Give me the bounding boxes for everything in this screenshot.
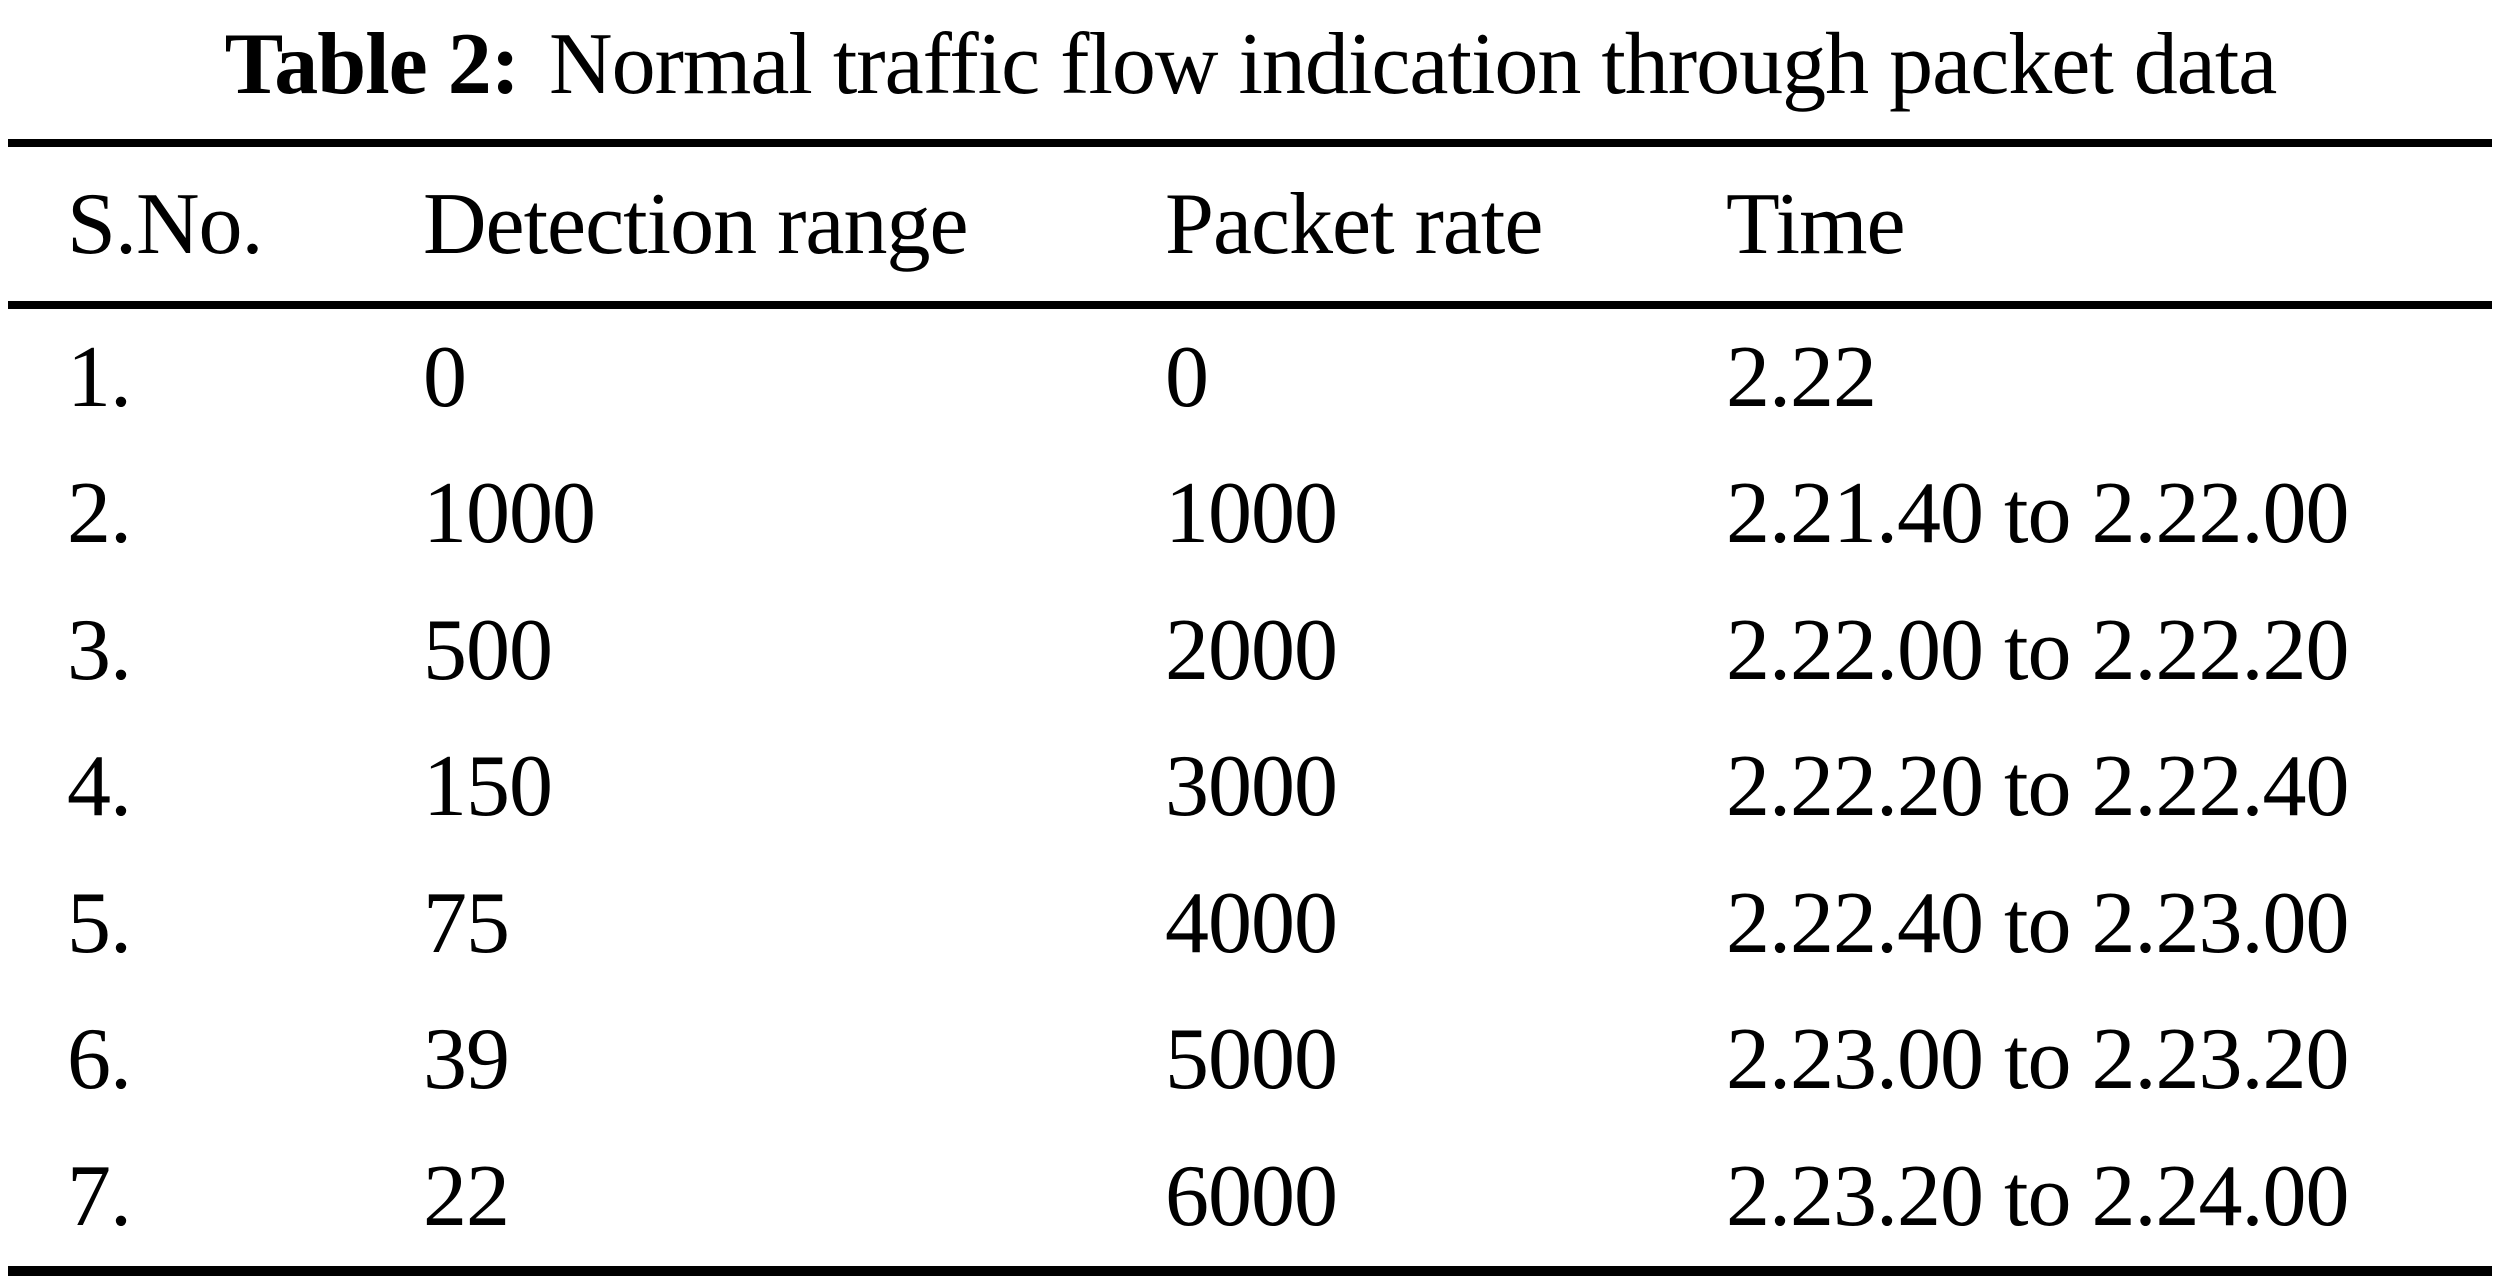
cell-packet-rate: 4000 (1165, 874, 1338, 972)
cell-packet-rate: 6000 (1165, 1147, 1338, 1245)
table-header-rule (8, 301, 2492, 309)
cell-packet-rate: 3000 (1165, 738, 1338, 836)
cell-time: 2.22.40 to 2.23.00 (1726, 874, 2349, 972)
cell-sno: 7. (67, 1147, 132, 1245)
table-row: 7. 22 6000 2.23.20 to 2.24.00 (0, 1128, 2501, 1265)
table-row: 3. 500 2000 2.22.00 to 2.22.20 (0, 582, 2501, 719)
header-detection-range: Detection range (423, 175, 969, 273)
header-time: Time (1726, 175, 1906, 273)
table-row: 4. 150 3000 2.22.20 to 2.22.40 (0, 719, 2501, 856)
cell-sno: 6. (67, 1011, 132, 1109)
header-packet-rate: Packet rate (1165, 175, 1543, 273)
cell-sno: 3. (67, 601, 132, 699)
cell-packet-rate: 1000 (1165, 465, 1338, 563)
table-bottom-rule (8, 1266, 2492, 1276)
cell-detection-range: 0 (423, 328, 467, 426)
cell-time: 2.23.00 to 2.23.20 (1726, 1011, 2349, 1109)
table-header-row: S.No. Detection range Packet rate Time (0, 147, 2501, 301)
table-row: 2. 1000 1000 2.21.40 to 2.22.00 (0, 446, 2501, 583)
cell-detection-range: 500 (423, 601, 553, 699)
cell-detection-range: 75 (423, 874, 510, 972)
cell-time: 2.22.00 to 2.22.20 (1726, 601, 2349, 699)
cell-sno: 2. (67, 465, 132, 563)
cell-detection-range: 1000 (423, 465, 596, 563)
table-top-rule (8, 139, 2492, 147)
table-body: 1. 0 0 2.22 2. 1000 1000 2.21.40 to 2.22… (0, 309, 2501, 1265)
table-row: 1. 0 0 2.22 (0, 309, 2501, 446)
table-row: 5. 75 4000 2.22.40 to 2.23.00 (0, 855, 2501, 992)
table-caption-text: Normal traffic flow indication through p… (549, 16, 2277, 113)
cell-packet-rate: 0 (1165, 328, 1209, 426)
cell-time: 2.23.20 to 2.24.00 (1726, 1147, 2349, 1245)
cell-time: 2.21.40 to 2.22.00 (1726, 465, 2349, 563)
table-row: 6. 39 5000 2.23.00 to 2.23.20 (0, 992, 2501, 1129)
cell-detection-range: 150 (423, 738, 553, 836)
cell-detection-range: 22 (423, 1147, 510, 1245)
cell-detection-range: 39 (423, 1011, 510, 1109)
table-caption: Table 2: Normal traffic flow indication t… (0, 0, 2501, 130)
cell-sno: 4. (67, 738, 132, 836)
cell-packet-rate: 5000 (1165, 1011, 1338, 1109)
cell-time: 2.22 (1726, 328, 1877, 426)
cell-sno: 1. (67, 328, 132, 426)
cell-time: 2.22.20 to 2.22.40 (1726, 738, 2349, 836)
table-caption-label: Table 2: (224, 16, 520, 113)
cell-packet-rate: 2000 (1165, 601, 1338, 699)
cell-sno: 5. (67, 874, 132, 972)
header-sno: S.No. (67, 175, 264, 273)
